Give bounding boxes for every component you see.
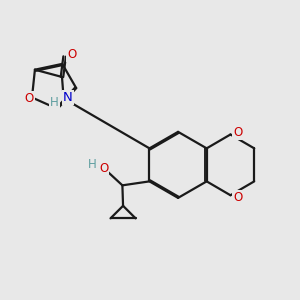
Text: O: O (99, 162, 108, 175)
Text: N: N (63, 91, 73, 104)
Text: O: O (233, 126, 242, 139)
Text: H: H (88, 158, 97, 171)
Text: O: O (25, 92, 34, 105)
Text: O: O (67, 48, 76, 61)
Text: H: H (50, 96, 59, 109)
Text: O: O (233, 191, 242, 204)
